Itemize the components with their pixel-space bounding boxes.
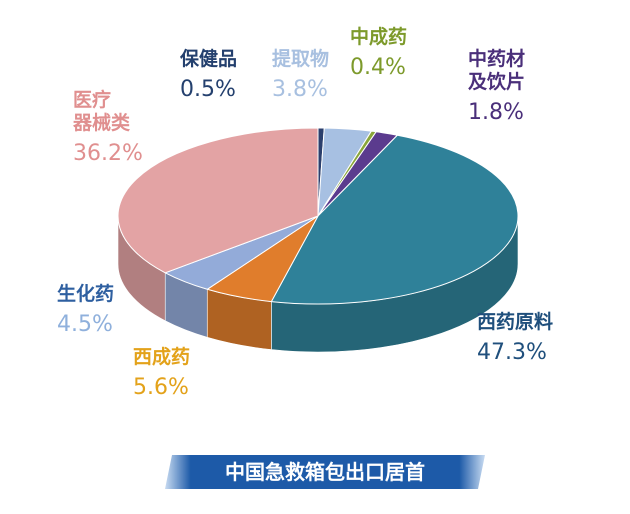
slice-label: 中成药 0.4% [350,26,407,81]
category-name: 西成药 [133,346,191,368]
value-label: 3.8% [272,76,328,102]
slice-label: 医疗 器械类 36.2% [73,89,143,167]
category-name: 医疗 器械类 [73,89,131,134]
slice-label: 提取物 3.8% [272,48,329,103]
pie [117,127,519,353]
value-label: 0.4% [350,54,406,80]
slice-label: 生化药 4.5% [57,283,114,338]
category-name: 保健品 [180,48,238,70]
slice-top [117,127,319,274]
title-banner [165,455,485,489]
category-name: 提取物 [272,48,330,70]
category-name: 中成药 [350,26,408,48]
slice-label: 西成药 5.6% [133,346,190,401]
value-label: 36.2% [73,140,143,166]
slice-top [270,134,519,305]
value-label: 5.6% [133,374,189,400]
chart-title: 中国急救箱包出口居首 [225,460,425,484]
slice-label: 西药原料 47.3% [477,311,553,366]
category-name: 中药材 及饮片 [468,48,526,93]
value-label: 4.5% [57,311,113,337]
category-name: 西药原料 [477,311,554,333]
value-label: 1.8% [468,99,524,125]
slice [206,215,319,350]
category-name: 生化药 [57,283,115,305]
value-label: 47.3% [477,339,547,365]
value-label: 0.5% [180,76,236,102]
slice [117,127,319,322]
slice [163,215,319,338]
slice-label: 保健品 0.5% [180,48,237,103]
slice [270,134,519,353]
slice-label: 中药材 及饮片 1.8% [468,48,525,126]
